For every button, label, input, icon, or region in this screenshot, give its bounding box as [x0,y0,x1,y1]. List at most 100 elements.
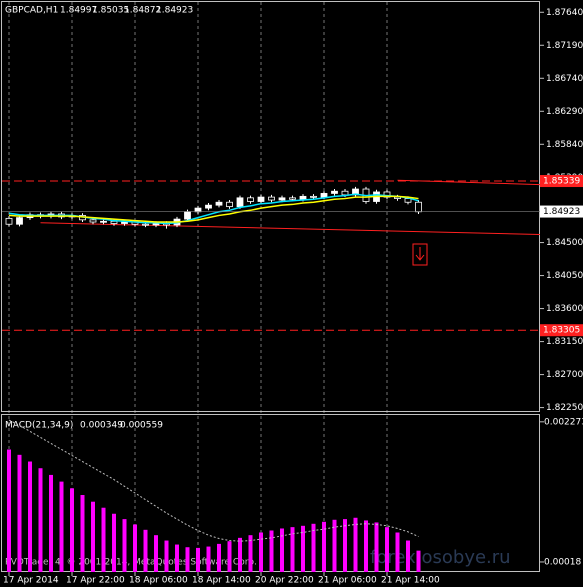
macd-bar [217,543,221,572]
level-label-box [540,175,583,188]
y-tick-label: 1.83600 [546,304,583,314]
candle-body [247,197,254,202]
macd-value: 0.000559 [120,421,163,431]
sell-arrow [412,243,428,266]
y-tick-label: 1.86290 [546,107,583,117]
macd-value: 0.000349 [80,421,123,431]
macd-bar [259,532,263,572]
candle-body [299,195,307,200]
macd-bar [101,507,106,572]
y-tick-label: 1.85840 [546,140,583,150]
candle-body [184,211,191,220]
main-pane [1,1,540,412]
macd-bar [269,530,274,572]
x-tick-label: 17 Apr 2014 [3,576,59,586]
candle-body [5,217,13,225]
macd-bar [7,449,11,572]
level-label-box [540,324,583,337]
macd-bar [332,519,337,572]
y-tick-label: 1.87640 [546,8,583,18]
macd-bar [238,537,242,572]
macd-bar [122,519,127,572]
candle-body [289,197,296,200]
macd-bar [206,546,211,572]
macd-bar [301,525,305,572]
header-value: 1.84997 [60,6,97,16]
candle-body [89,219,97,223]
x-tick-label: 17 Apr 22:00 [66,576,125,586]
level-label: 1.85339 [543,177,580,187]
y-tick-label: 1.86740 [546,74,583,84]
macd-bar [343,519,347,572]
macd-bar [133,524,137,572]
macd-bar [395,532,400,572]
candle-body [142,223,149,226]
macd-title: MACD(21,34,9) [5,421,73,431]
macd-bar [17,454,22,572]
macd-bar [59,481,64,572]
watermark: forex.osobye.ru [370,547,511,568]
macd-bar [112,513,116,572]
macd-bar [38,468,43,572]
x-tick-label: 18 Apr 14:00 [192,576,251,586]
macd-bar [154,535,158,572]
candle-body [415,201,422,213]
x-tick-label: 21 Apr 14:00 [381,576,440,586]
candle-body [268,196,275,201]
y-tick-label: 0.00018 [544,557,581,567]
candle-body [121,221,128,224]
candle-body [100,220,107,223]
y-tick-label: 1.82700 [546,370,583,380]
y-tick-label: 1.83150 [546,337,583,347]
macd-bar [364,520,368,572]
macd-bar [227,541,232,572]
signal-line [8,419,419,542]
header-value: 1.85035 [92,6,129,16]
candle-body [257,196,265,202]
y-tick-label: 1.84050 [546,271,583,281]
macd-bar [91,501,95,572]
macd-bar [406,540,410,572]
level-label: 1.83305 [543,326,580,336]
header-value: 1.84923 [156,6,193,16]
candle-body [236,197,244,208]
candle-body [331,190,338,194]
y-tick-label: 1.87190 [546,41,583,51]
macd-bar [164,540,169,572]
macd-bar [280,528,284,572]
current-price-label: 1.84923 [543,207,580,217]
y-tick-label: 0.002273 [544,417,583,427]
candle-body [320,193,328,198]
macd-bar [385,527,389,572]
macd-bar [28,461,32,572]
macd-bar [80,495,85,572]
x-tick-label: 18 Apr 06:00 [129,576,188,586]
header-value: 1.84872 [124,6,161,16]
candle-body [226,201,233,208]
copyright: RVDTrader 4, © 2001-2014, MetaQuotes Sof… [5,558,257,568]
trendline [397,179,541,186]
y-tick-label: 1.82250 [546,403,583,413]
macd-bar [290,527,295,572]
macd-bar [374,522,379,572]
trendline [40,222,541,236]
macd-bar [322,521,326,572]
candle-body [310,195,317,198]
macd-bar [185,547,190,572]
candle-body [16,217,23,225]
x-tick-label: 20 Apr 22:00 [255,576,314,586]
moving-average [8,195,419,223]
macd-bar [143,529,148,572]
candle-body [110,220,118,224]
macd-bar [416,550,421,572]
current-price-box [540,205,583,218]
candle-body [215,201,223,206]
macd-bar [49,474,53,572]
macd-bar [248,535,253,572]
symbol: GBPCAD,H1 [5,6,58,16]
candle-body [194,207,202,213]
candle-body [341,190,349,196]
